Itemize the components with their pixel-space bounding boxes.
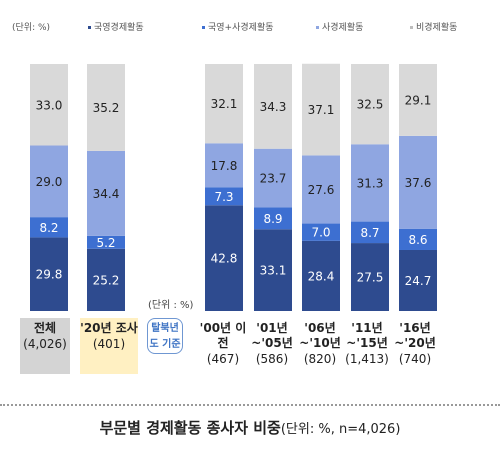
caption-note: (단위: %, n=4,026) <box>280 422 401 437</box>
category-name: '01년 ~'05년 <box>251 321 293 350</box>
bar-segment-private <box>254 148 292 208</box>
legend-item-state: 국영경제활동 <box>88 20 144 33</box>
data-label-private: 31.3 <box>357 176 384 190</box>
defection-year-basis-label: 탈북년도 기준 <box>147 318 183 354</box>
bar-segment-both <box>254 207 292 230</box>
data-label-private: 29.0 <box>36 175 63 189</box>
category-label-2006-2010: '06년 ~'10년 (820) <box>295 318 345 374</box>
legend-swatch-state <box>88 26 91 29</box>
category-label-2011-2015: '11년 ~'15년 (1,413) <box>339 318 395 374</box>
bar-segment-both <box>205 187 243 206</box>
bar-segment-state <box>30 237 68 311</box>
chart-unit-label: (단위 : %) <box>148 300 194 311</box>
category-name: '00년 이전 <box>199 321 247 350</box>
bar-segment-state <box>351 243 389 311</box>
divider-dotted <box>0 404 500 406</box>
data-label-none: 29.1 <box>405 93 432 107</box>
data-label-both: 8.7 <box>360 226 379 240</box>
category-label-2020-survey: '20년 조사 (401) <box>80 318 138 374</box>
caption-title: 부문별 경제활동 종사자 비중 <box>99 419 281 437</box>
bar-segment-none <box>254 64 292 149</box>
bar-segment-private <box>302 155 340 224</box>
category-n: (4,026) <box>23 337 67 351</box>
legend-unit-label: (단위: %) <box>12 23 51 33</box>
data-label-private: 27.6 <box>308 183 335 197</box>
data-label-none: 32.1 <box>211 97 238 111</box>
bar-segment-both <box>399 228 437 250</box>
bar-segment-both <box>351 221 389 244</box>
bar-segment-private <box>205 143 243 188</box>
data-label-private: 17.8 <box>211 159 238 173</box>
category-name: '16년 ~'20년 <box>394 321 436 350</box>
data-label-state: 42.8 <box>211 252 238 266</box>
bar-segment-state <box>254 229 292 311</box>
chart-caption: 부문별 경제활동 종사자 비중(단위: %, n=4,026) <box>0 417 500 438</box>
category-name: 전체 <box>33 321 57 335</box>
legend-label-private: 사경제활동 <box>322 23 364 33</box>
category-label-before-2000: '00년 이전 (467) <box>198 318 248 374</box>
data-label-state: 24.7 <box>405 274 432 288</box>
data-label-both: 8.6 <box>408 233 427 247</box>
legend-swatch-private <box>316 26 319 29</box>
category-n: (1,413) <box>345 352 389 366</box>
bar-segment-none <box>87 64 125 151</box>
data-label-private: 37.6 <box>405 176 432 190</box>
legend: (단위: %) 국영경제활동 국영+사경제활동 사경제활동 비경제활동 <box>0 20 500 36</box>
legend-item-private: 사경제활동 <box>316 20 363 33</box>
legend-swatch-both <box>202 26 205 29</box>
category-label-total: 전체 (4,026) <box>20 318 70 374</box>
category-n: (820) <box>303 352 337 366</box>
data-label-none: 32.5 <box>357 98 384 112</box>
data-label-both: 7.3 <box>214 190 233 204</box>
bar-segment-both <box>87 235 125 249</box>
category-label-2016-2020: '16년 ~'20년 (740) <box>390 318 440 374</box>
category-n: (401) <box>92 337 126 351</box>
legend-swatch-none <box>410 26 413 29</box>
bar-segment-private <box>30 145 68 218</box>
category-name: '06년 ~'10년 <box>299 321 341 350</box>
data-label-none: 34.3 <box>260 100 287 114</box>
data-label-both: 7.0 <box>311 226 330 240</box>
bar-segment-state <box>205 205 243 311</box>
data-label-none: 33.0 <box>36 98 63 112</box>
data-label-state: 25.2 <box>93 273 120 287</box>
bar-segment-private <box>87 150 125 236</box>
bar-segment-private <box>351 144 389 222</box>
legend-item-both: 국영+사경제활동 <box>202 20 274 33</box>
category-name: '11년 ~'15년 <box>346 321 388 350</box>
data-label-state: 27.5 <box>357 271 384 285</box>
legend-label-both: 국영+사경제활동 <box>208 23 274 33</box>
category-n: (740) <box>398 352 432 366</box>
legend-label-none: 비경제활동 <box>416 23 458 33</box>
category-label-2001-2005: '01년 ~'05년 (586) <box>247 318 297 374</box>
bar-segment-none <box>302 63 340 156</box>
bar-segment-both <box>30 217 68 238</box>
data-label-private: 34.4 <box>93 187 120 201</box>
data-label-both: 5.2 <box>96 236 115 250</box>
bar-segment-private <box>399 135 437 229</box>
legend-item-none: 비경제활동 <box>410 20 457 33</box>
data-label-both: 8.2 <box>39 221 58 235</box>
data-label-none: 35.2 <box>93 101 120 115</box>
bar-segment-both <box>302 223 340 241</box>
data-label-both: 8.9 <box>263 212 282 226</box>
bar-segment-none <box>30 64 68 146</box>
data-label-state: 33.1 <box>260 264 287 278</box>
bar-segment-none <box>351 64 389 145</box>
category-name: '20년 조사 <box>80 321 138 335</box>
data-label-private: 23.7 <box>260 171 287 185</box>
category-n: (586) <box>255 352 289 366</box>
bar-segment-state <box>302 240 340 311</box>
legend-label-state: 국영경제활동 <box>94 23 144 33</box>
data-label-state: 28.4 <box>308 269 335 283</box>
data-label-none: 37.1 <box>308 103 335 117</box>
data-label-state: 29.8 <box>36 268 63 282</box>
bar-segment-state <box>87 248 125 311</box>
bar-segment-none <box>205 64 243 144</box>
category-n: (467) <box>206 352 240 366</box>
bar-segment-none <box>399 64 437 136</box>
bar-segment-state <box>399 249 437 311</box>
